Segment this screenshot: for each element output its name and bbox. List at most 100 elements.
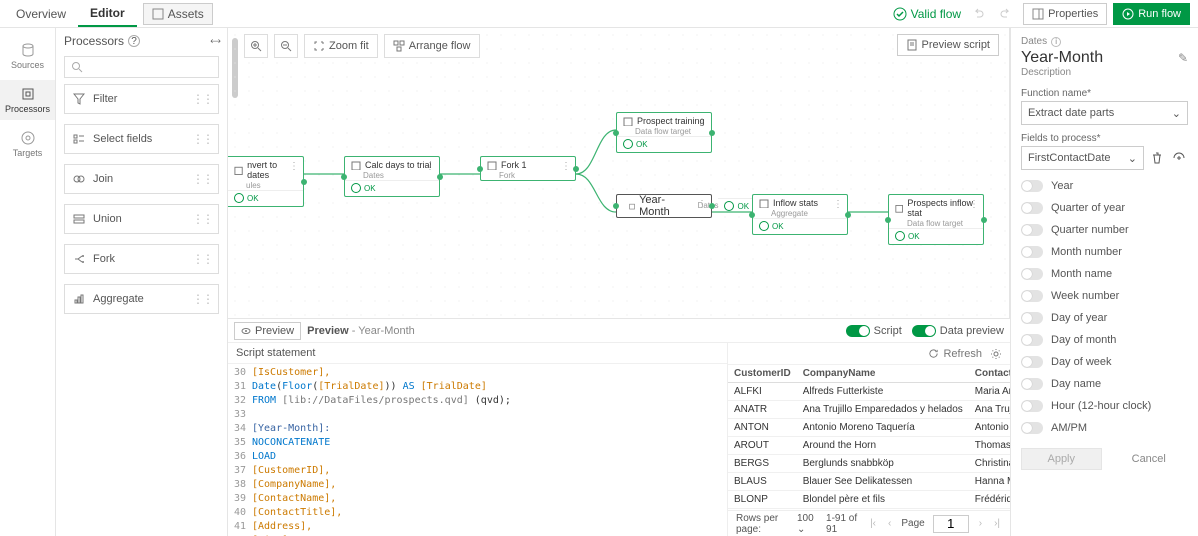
- data-preview-toggle[interactable]: Data preview: [912, 325, 1004, 337]
- option-week-number[interactable]: Week number: [1021, 290, 1188, 302]
- table-row[interactable]: ANATRAna Trujillo Emparedados y heladosA…: [728, 401, 1010, 419]
- port-out[interactable]: [845, 212, 851, 218]
- cancel-button[interactable]: Cancel: [1110, 448, 1189, 470]
- node-fork-1[interactable]: Fork 1 Fork ⋮: [480, 156, 576, 181]
- node-year-month[interactable]: Year-Month Dates ⋮ OK: [616, 194, 712, 218]
- node-menu-icon[interactable]: ⋮: [697, 199, 707, 210]
- toggle-switch[interactable]: [1021, 268, 1043, 280]
- pager-first[interactable]: |‹: [868, 518, 878, 529]
- col-customerid[interactable]: CustomerID: [728, 365, 797, 383]
- port-out[interactable]: [437, 174, 443, 180]
- script-toggle[interactable]: Script: [846, 325, 902, 337]
- toggle-switch[interactable]: [1021, 334, 1043, 346]
- node-menu-icon[interactable]: ⋮: [289, 161, 299, 172]
- refresh-button[interactable]: Refresh: [928, 348, 982, 360]
- processor-fork[interactable]: Fork⋮⋮: [64, 244, 219, 274]
- processor-search[interactable]: [64, 56, 219, 78]
- col-companyname[interactable]: CompanyName: [797, 365, 969, 383]
- collapse-icon[interactable]: ⤢: [208, 34, 221, 47]
- port-out[interactable]: [709, 130, 715, 136]
- node-prospects-inflow-stat[interactable]: Prospects inflow stat Data flow target ⋮…: [888, 194, 984, 245]
- node-menu-icon[interactable]: ⋮: [561, 161, 571, 172]
- tab-editor[interactable]: Editor: [78, 0, 137, 27]
- toggle-switch[interactable]: [1021, 202, 1043, 214]
- rail-targets[interactable]: Targets: [0, 124, 55, 164]
- option-month-name[interactable]: Month name: [1021, 268, 1188, 280]
- node-prospect-training[interactable]: Prospect training Data flow target ⋮ OK: [616, 112, 712, 153]
- rail-processors[interactable]: Processors: [0, 80, 55, 120]
- preview-toggle-button[interactable]: Preview: [234, 322, 301, 340]
- run-flow-button[interactable]: Run flow: [1113, 3, 1190, 25]
- processor-select-fields[interactable]: Select fields⋮⋮: [64, 124, 219, 154]
- tab-overview[interactable]: Overview: [4, 0, 78, 27]
- option-month-number[interactable]: Month number: [1021, 246, 1188, 258]
- apply-button[interactable]: Apply: [1021, 448, 1102, 470]
- option-day-name[interactable]: Day name: [1021, 378, 1188, 390]
- port-out[interactable]: [981, 217, 987, 223]
- settings-icon[interactable]: [990, 348, 1002, 360]
- processor-aggregate[interactable]: Aggregate⋮⋮: [64, 284, 219, 314]
- node-menu-icon[interactable]: ⋮: [969, 199, 979, 210]
- option-quarter-of-year[interactable]: Quarter of year: [1021, 202, 1188, 214]
- node-inflow-stats[interactable]: Inflow stats Aggregate ⋮ OK: [752, 194, 848, 235]
- rows-per-page-select[interactable]: 100 ⌄: [797, 513, 818, 535]
- info-icon[interactable]: i: [1051, 37, 1061, 47]
- option-day-of-month[interactable]: Day of month: [1021, 334, 1188, 346]
- redo-button[interactable]: [995, 3, 1017, 25]
- option-hour-12-hour-clock-[interactable]: Hour (12-hour clock): [1021, 400, 1188, 412]
- node-menu-icon[interactable]: ⋮: [833, 199, 843, 210]
- node-nvert-to-dates[interactable]: nvert to dates ules ⋮ OK: [228, 156, 304, 207]
- option-day-of-week[interactable]: Day of week: [1021, 356, 1188, 368]
- pager-page-input[interactable]: [933, 515, 969, 533]
- node-menu-icon[interactable]: ⋮: [697, 117, 707, 128]
- table-row[interactable]: BLAUSBlauer See DelikatessenHanna MoosSa…: [728, 473, 1010, 491]
- option-quarter-number[interactable]: Quarter number: [1021, 224, 1188, 236]
- table-row[interactable]: ANTONAntonio Moreno TaqueríaAntonio More…: [728, 419, 1010, 437]
- port-out[interactable]: [709, 203, 715, 209]
- toggle-switch[interactable]: [1021, 400, 1043, 412]
- preview-script-button[interactable]: Preview script: [897, 34, 999, 56]
- delete-field-icon[interactable]: [1148, 149, 1166, 167]
- processor-join[interactable]: Join⋮⋮: [64, 164, 219, 194]
- port-out[interactable]: [301, 179, 307, 185]
- fields-to-process-select[interactable]: FirstContactDate⌄: [1021, 146, 1144, 170]
- toggle-switch[interactable]: [1021, 422, 1043, 434]
- port-in[interactable]: [613, 203, 619, 209]
- undo-button[interactable]: [967, 3, 989, 25]
- port-in[interactable]: [885, 217, 891, 223]
- toggle-switch[interactable]: [1021, 312, 1043, 324]
- option-year[interactable]: Year: [1021, 180, 1188, 192]
- help-icon[interactable]: ?: [128, 35, 140, 47]
- processor-filter[interactable]: Filter⋮⋮: [64, 84, 219, 114]
- pager-next[interactable]: ›: [977, 518, 984, 529]
- zoom-out-button[interactable]: [274, 34, 298, 58]
- table-row[interactable]: BLONPBlondel père et filsFrédérique Cite…: [728, 491, 1010, 509]
- port-out[interactable]: [573, 166, 579, 172]
- port-in[interactable]: [341, 174, 347, 180]
- toggle-switch[interactable]: [1021, 180, 1043, 192]
- option-day-of-year[interactable]: Day of year: [1021, 312, 1188, 324]
- table-row[interactable]: BERGSBerglunds snabbköpChristina Berglun…: [728, 455, 1010, 473]
- toggle-switch[interactable]: [1021, 378, 1043, 390]
- processor-union[interactable]: Union⋮⋮: [64, 204, 219, 234]
- add-field-icon[interactable]: [1170, 149, 1188, 167]
- toggle-switch[interactable]: [1021, 356, 1043, 368]
- zoom-fit-button[interactable]: Zoom fit: [304, 34, 378, 58]
- tab-assets[interactable]: Assets: [143, 3, 213, 25]
- properties-button[interactable]: Properties: [1023, 3, 1107, 25]
- function-name-select[interactable]: Extract date parts⌄: [1021, 101, 1188, 125]
- port-in[interactable]: [749, 212, 755, 218]
- port-in[interactable]: [613, 130, 619, 136]
- flow-canvas[interactable]: Zoom fit Arrange flow Preview script nve…: [228, 28, 1009, 318]
- toggle-switch[interactable]: [1021, 224, 1043, 236]
- node-calc-days-to-trial[interactable]: Calc days to trial Dates ⋮ OK: [344, 156, 440, 197]
- zoom-in-button[interactable]: [244, 34, 268, 58]
- port-in[interactable]: [477, 166, 483, 172]
- table-row[interactable]: ALFKIAlfreds FutterkisteMaria AndersSale…: [728, 383, 1010, 401]
- toggle-switch[interactable]: [1021, 290, 1043, 302]
- rail-sources[interactable]: Sources: [0, 36, 55, 76]
- pager-prev[interactable]: ‹: [886, 518, 893, 529]
- arrange-flow-button[interactable]: Arrange flow: [384, 34, 480, 58]
- toggle-switch[interactable]: [1021, 246, 1043, 258]
- option-am-pm[interactable]: AM/PM: [1021, 422, 1188, 434]
